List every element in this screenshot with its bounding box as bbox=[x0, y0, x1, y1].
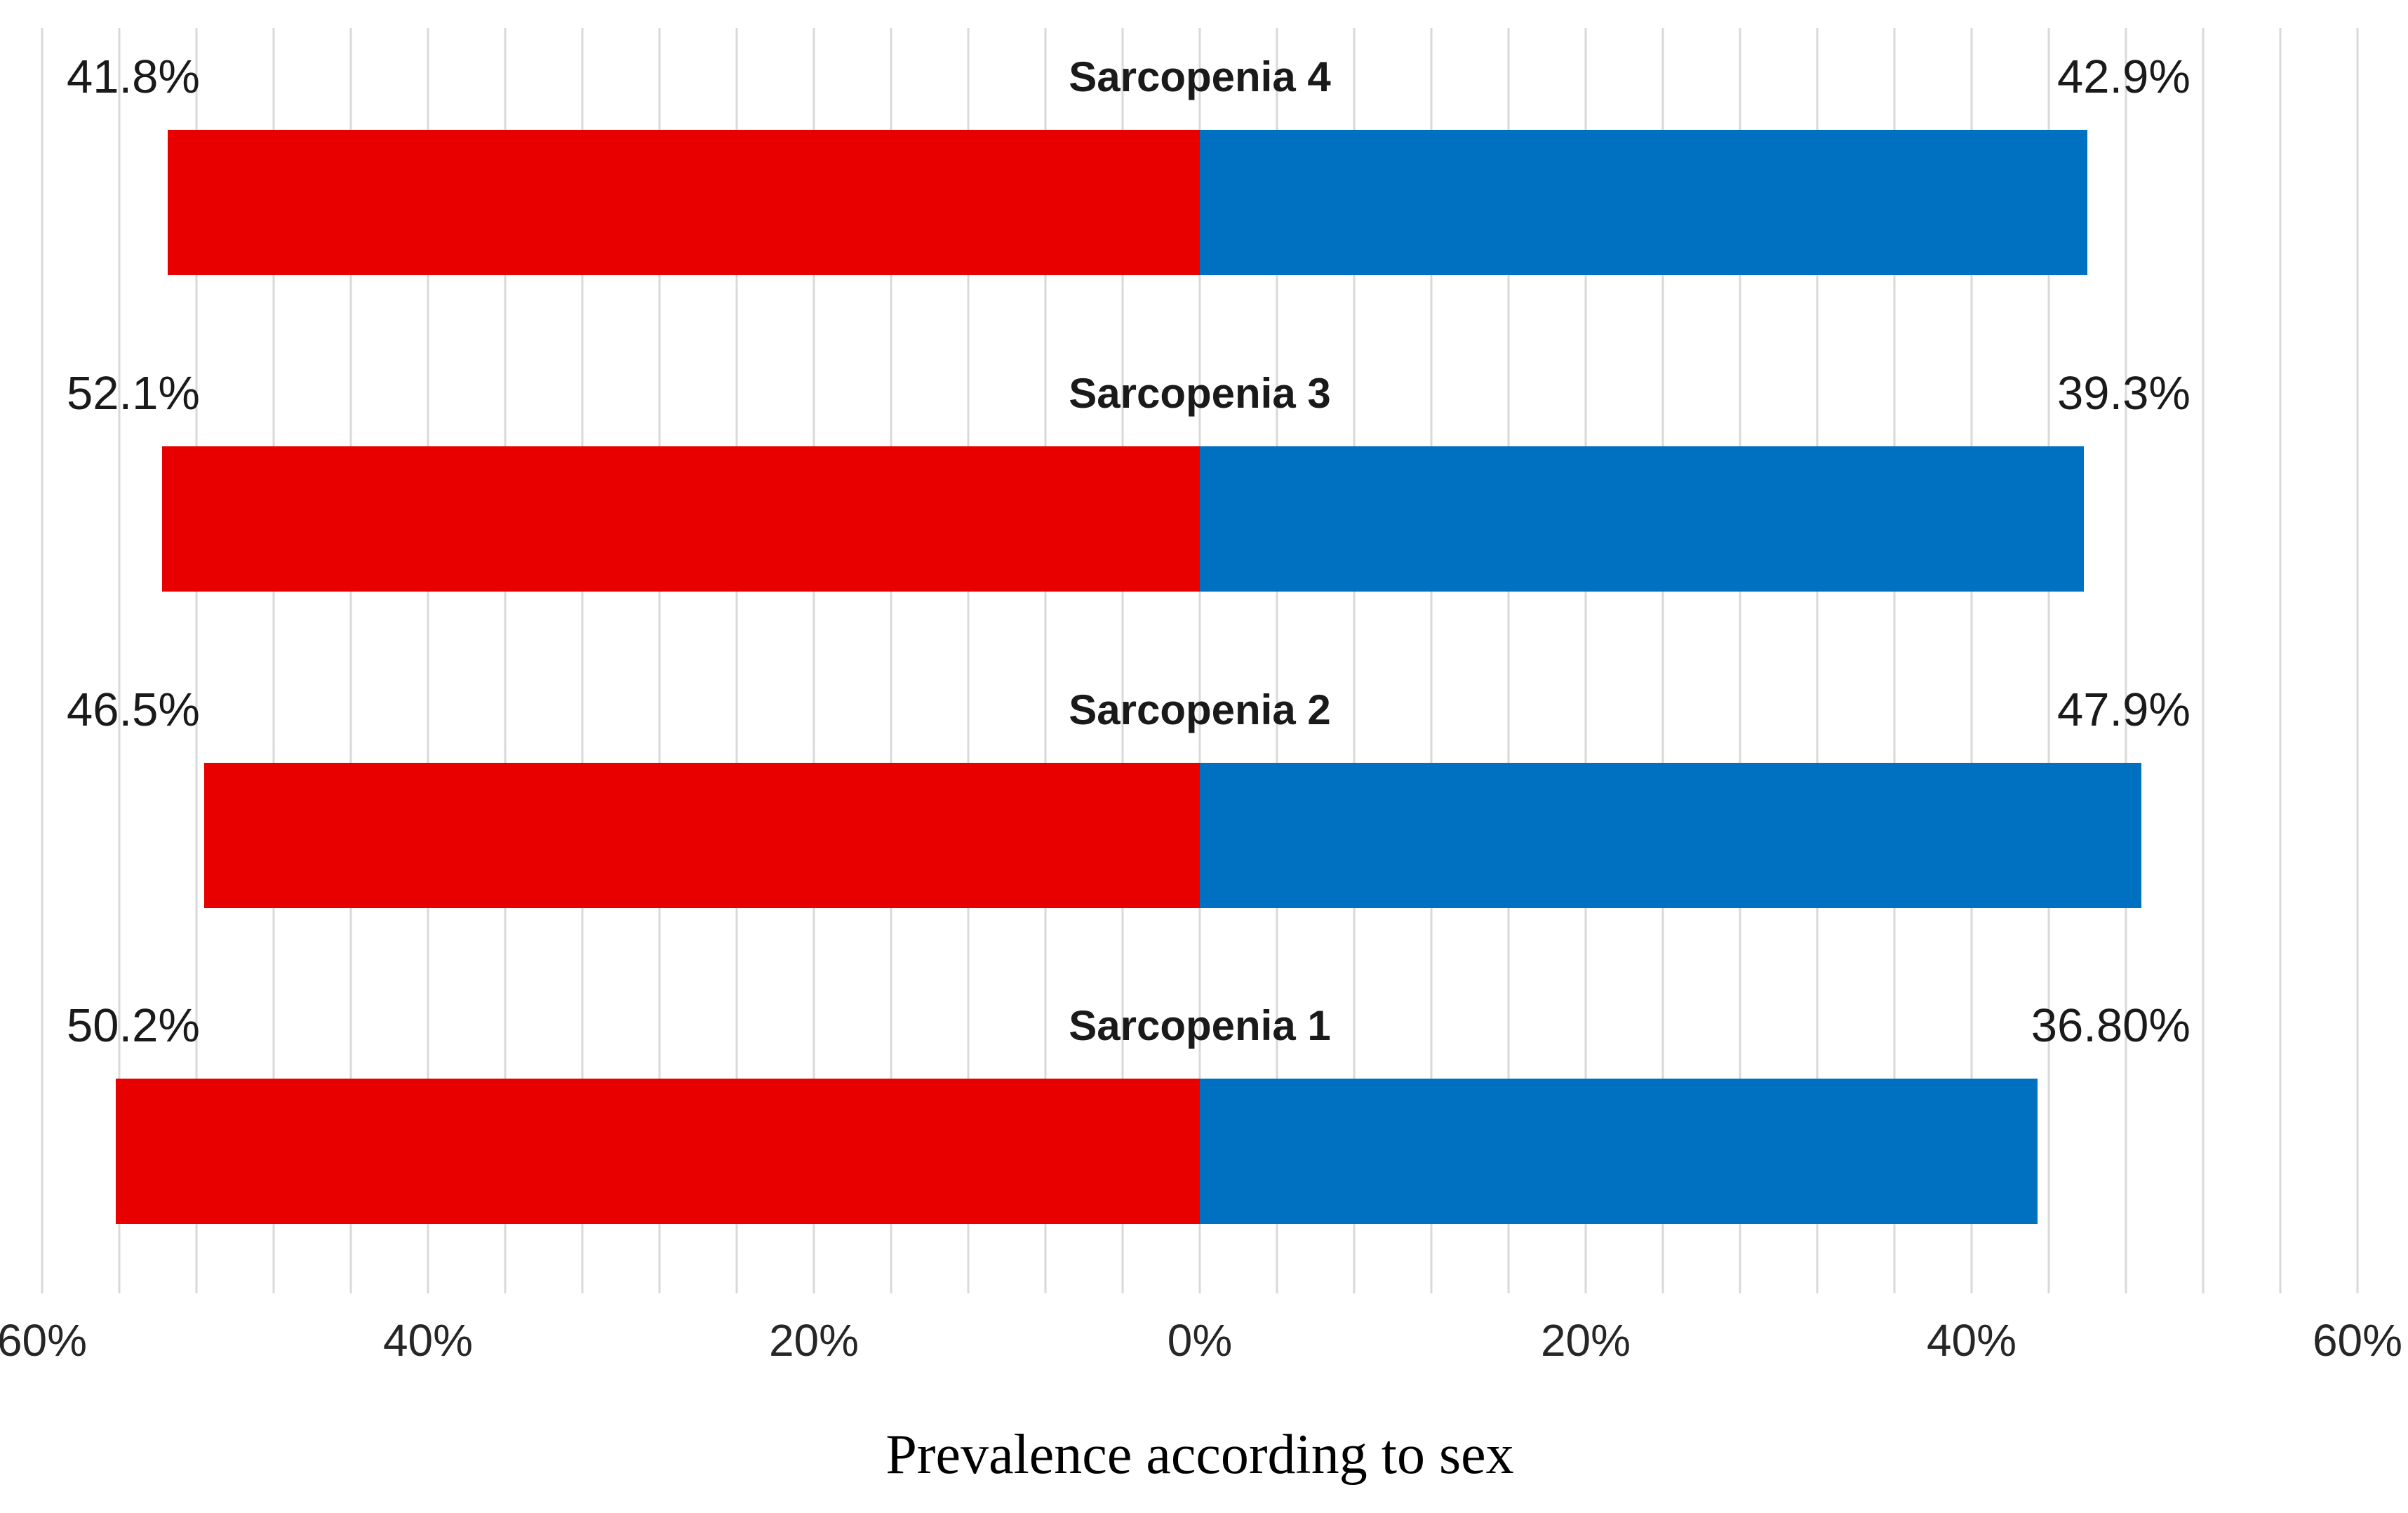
gridline bbox=[41, 28, 44, 1293]
gridline bbox=[504, 28, 507, 1293]
gridline bbox=[1816, 28, 1819, 1293]
bar-left-red bbox=[204, 762, 1200, 908]
x-axis-tick-label: 20% bbox=[768, 1315, 859, 1366]
chart-row: 52.1% Sarcopenia 3 39.3% bbox=[42, 345, 2357, 661]
gridline bbox=[735, 28, 738, 1293]
gridline bbox=[1276, 28, 1278, 1293]
value-label-right: 36.80% bbox=[2031, 999, 2190, 1053]
value-label-left: 52.1% bbox=[67, 366, 200, 420]
value-label-left: 46.5% bbox=[67, 683, 200, 736]
value-label-right: 39.3% bbox=[2057, 366, 2190, 420]
gridline bbox=[2125, 28, 2127, 1293]
gridline bbox=[2356, 28, 2359, 1293]
gridline bbox=[1661, 28, 1664, 1293]
x-axis: 60% 40% 20% 0% 20% 40% 60% bbox=[0, 1302, 2402, 1379]
x-axis-tick-label: 40% bbox=[382, 1315, 474, 1366]
plot-area: 41.8% Sarcopenia 4 42.9% 52.1% Sarcopenia 3 3… bbox=[41, 28, 2359, 1293]
gridline bbox=[1507, 28, 1510, 1293]
bar-left-red bbox=[161, 446, 1200, 592]
bar-right-blue bbox=[1200, 446, 2084, 592]
chart-title: Prevalence according to sex bbox=[885, 1424, 1514, 1486]
value-label-right: 42.9% bbox=[2057, 51, 2190, 103]
gridline bbox=[272, 28, 275, 1293]
value-label-left: 41.8% bbox=[67, 51, 200, 103]
x-axis-tick-label: 60% bbox=[0, 1315, 88, 1366]
bar-right-blue bbox=[1200, 130, 2087, 275]
gridline bbox=[1121, 28, 1124, 1293]
gridline bbox=[2279, 28, 2282, 1293]
bar-left-red bbox=[167, 130, 1200, 275]
category-label: Sarcopenia 4 bbox=[1069, 53, 1331, 100]
gridline bbox=[658, 28, 661, 1293]
gridline bbox=[581, 28, 584, 1293]
x-axis-tick-label: 60% bbox=[2312, 1315, 2403, 1366]
category-label: Sarcopenia 2 bbox=[1069, 686, 1331, 733]
gridline bbox=[1970, 28, 1973, 1293]
bar-right-blue bbox=[1200, 1079, 2038, 1225]
x-axis-tick-label: 40% bbox=[1926, 1315, 2017, 1366]
category-label: Sarcopenia 1 bbox=[1069, 1002, 1331, 1050]
gridline bbox=[1584, 28, 1587, 1293]
chart-row: 41.8% Sarcopenia 4 42.9% bbox=[42, 28, 2357, 345]
bar-right-blue bbox=[1200, 762, 2141, 908]
gridline bbox=[1198, 28, 1201, 1293]
gridline bbox=[2047, 28, 2050, 1293]
gridline bbox=[1044, 28, 1047, 1293]
value-label-right: 47.9% bbox=[2057, 683, 2190, 736]
gridline bbox=[1430, 28, 1433, 1293]
value-label-left: 50.2% bbox=[67, 999, 200, 1053]
category-label: Sarcopenia 3 bbox=[1069, 369, 1331, 417]
gridline bbox=[890, 28, 892, 1293]
gridline bbox=[1739, 28, 1741, 1293]
gridline bbox=[967, 28, 970, 1293]
gridline bbox=[2202, 28, 2205, 1293]
gridline bbox=[427, 28, 429, 1293]
gridline bbox=[349, 28, 352, 1293]
gridline bbox=[195, 28, 198, 1293]
gridline bbox=[1893, 28, 1896, 1293]
bar-left-red bbox=[115, 1079, 1200, 1225]
x-axis-tick-label: 20% bbox=[1540, 1315, 1631, 1366]
gridline bbox=[812, 28, 815, 1293]
x-axis-tick-label: 0% bbox=[1167, 1315, 1233, 1366]
gridline bbox=[1353, 28, 1356, 1293]
chart-row: 50.2% Sarcopenia 1 36.80% bbox=[42, 977, 2357, 1293]
chart-row: 46.5% Sarcopenia 2 47.9% bbox=[42, 661, 2357, 978]
gridline bbox=[118, 28, 121, 1293]
